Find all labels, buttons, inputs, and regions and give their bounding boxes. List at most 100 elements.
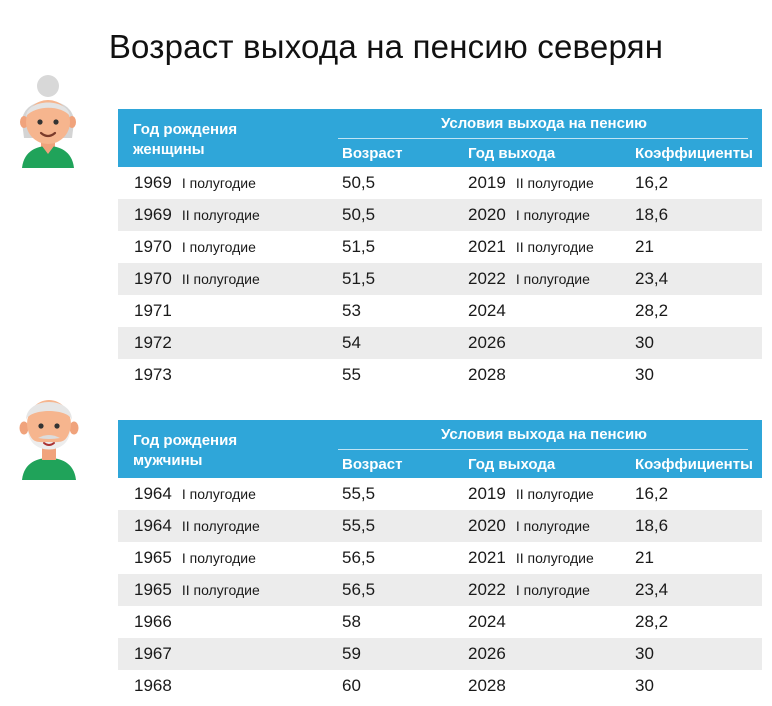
coefficient-column-header: Коэффициенты (635, 145, 753, 162)
birth-year-cell-value: 1965 (134, 580, 172, 599)
coefficient-cell: 28,2 (635, 606, 668, 638)
birth-year-cell: 1965 II полугодие (134, 574, 260, 606)
retirement-year-cell: 2019 II полугодие (468, 167, 594, 199)
birth-half-year: I полугодие (181, 175, 256, 191)
retirement-year-cell-value: 2020 (468, 205, 506, 224)
table-row: 1968 60 2028 30 (118, 670, 762, 702)
birth-half-year: II полугодие (181, 518, 260, 534)
retirement-year-cell: 2028 (468, 359, 506, 391)
birth-year-cell: 1973 (134, 359, 172, 391)
age-cell: 55 (342, 359, 361, 391)
coefficient-cell-value: 23,4 (635, 269, 669, 288)
retirement-year-cell: 2022 I полугодие (468, 574, 590, 606)
age-cell-value: 53 (342, 301, 361, 320)
coefficient-cell: 30 (635, 327, 654, 359)
retirement-year-cell: 2020 I полугодие (468, 510, 590, 542)
table-row: 1969 I полугодие 50,5 2019 II полугодие 16,2 (118, 167, 762, 199)
birth-year-cell: 1966 (134, 606, 172, 638)
retirement-year-cell: 2022 I полугодие (468, 263, 590, 295)
retirement-half-year: II полугодие (515, 239, 594, 255)
coefficient-cell-value: 16,2 (635, 173, 669, 192)
table-row: 1969 II полугодие 50,5 2020 I полугодие 18,6 (118, 199, 762, 231)
birth-year-cell-value: 1964 (134, 516, 172, 535)
age-cell-value: 55,5 (342, 516, 376, 535)
birth-half-year: I полугодие (181, 550, 256, 566)
birth-half-year: I полугодие (181, 239, 256, 255)
grandfather-icon (19, 400, 79, 480)
age-cell-value: 50,5 (342, 173, 376, 192)
retirement-year-cell-value: 2019 (468, 484, 506, 503)
age-cell: 55,5 (342, 510, 375, 542)
coefficient-cell: 18,6 (635, 199, 668, 231)
age-cell-value: 56,5 (342, 580, 376, 599)
table-row: 1971 53 2024 28,2 (118, 295, 762, 327)
coefficient-cell-value: 21 (635, 548, 654, 567)
age-cell-value: 51,5 (342, 269, 376, 288)
retirement-year-cell: 2024 (468, 295, 506, 327)
birth-year-cell-value: 1972 (134, 333, 172, 352)
table-row: 1972 54 2026 30 (118, 327, 762, 359)
retirement-year-cell: 2026 (468, 327, 506, 359)
table-header: Год рождения женщины Условия выхода на п… (118, 109, 762, 167)
retirement-half-year: II полугодие (515, 175, 594, 191)
table-body: 1969 I полугодие 50,5 2019 II полугодие 16,2 1… (118, 167, 762, 391)
age-cell: 56,5 (342, 542, 375, 574)
header-divider (338, 449, 748, 450)
retirement-year-cell: 2024 (468, 606, 506, 638)
coefficient-cell: 30 (635, 638, 654, 670)
retirement-year-cell-value: 2028 (468, 365, 506, 384)
retirement-year-cell: 2019 II полугодие (468, 478, 594, 510)
coefficient-cell-value: 18,6 (635, 516, 669, 535)
retirement-year-cell: 2020 I полугодие (468, 199, 590, 231)
birth-year-cell-value: 1966 (134, 612, 172, 631)
age-cell: 53 (342, 295, 361, 327)
birth-half-year: I полугодие (181, 486, 256, 502)
birth-year-cell: 1969 II полугодие (134, 199, 260, 231)
birth-year-cell-value: 1964 (134, 484, 172, 503)
birth-year-cell-value: 1967 (134, 644, 172, 663)
birth-year-header: Год рождения женщины (133, 121, 238, 158)
retirement-half-year: I полугодие (515, 271, 590, 287)
coefficient-cell: 21 (635, 542, 654, 574)
retirement-year-cell: 2021 II полугодие (468, 542, 594, 574)
coefficient-cell: 16,2 (635, 167, 668, 199)
table-row: 1964 II полугодие 55,5 2020 I полугодие 18,6 (118, 510, 762, 542)
birth-year-cell: 1969 I полугодие (134, 167, 256, 199)
coefficient-cell: 21 (635, 231, 654, 263)
birth-year-cell-value: 1973 (134, 365, 172, 384)
birth-year-cell: 1964 I полугодие (134, 478, 256, 510)
coefficient-cell-value: 21 (635, 237, 654, 256)
retirement-year-cell-value: 2021 (468, 237, 506, 256)
page-title: Возраст выхода на пенсию северян (108, 28, 664, 65)
coefficient-cell: 16,2 (635, 478, 668, 510)
coefficient-cell-value: 28,2 (635, 301, 669, 320)
retirement-year-cell-value: 2021 (468, 548, 506, 567)
age-cell: 56,5 (342, 574, 375, 606)
coefficient-cell: 30 (635, 670, 654, 702)
header-divider (338, 138, 748, 139)
age-cell-value: 56,5 (342, 548, 376, 567)
birth-year-cell: 1970 I полугодие (134, 231, 256, 263)
table-row: 1965 I полугодие 56,5 2021 II полугодие 21 (118, 542, 762, 574)
age-cell-value: 59 (342, 644, 361, 663)
birth-year-cell-value: 1969 (134, 205, 172, 224)
retirement-half-year: I полугодие (515, 582, 590, 598)
table-row: 1970 I полугодие 51,5 2021 II полугодие 21 (118, 231, 762, 263)
retirement-year-cell: 2028 (468, 670, 506, 702)
age-cell: 54 (342, 327, 361, 359)
birth-year-cell: 1964 II полугодие (134, 510, 260, 542)
retirement-year-cell-value: 2024 (468, 612, 506, 631)
women-table: Год рождения женщины Условия выхода на п… (118, 109, 762, 391)
retirement-year-cell-value: 2019 (468, 173, 506, 192)
birth-year-cell-value: 1970 (134, 269, 172, 288)
retirement-half-year: I полугодие (515, 518, 590, 534)
coefficient-cell: 18,6 (635, 510, 668, 542)
age-column-header: Возраст (342, 145, 403, 162)
retirement-year-cell-value: 2028 (468, 676, 506, 695)
coefficient-cell-value: 30 (635, 676, 654, 695)
retirement-half-year: I полугодие (515, 207, 590, 223)
age-cell: 50,5 (342, 199, 375, 231)
retirement-half-year: II полугодие (515, 486, 594, 502)
coefficient-cell: 23,4 (635, 574, 668, 606)
birth-half-year: II полугодие (181, 271, 260, 287)
